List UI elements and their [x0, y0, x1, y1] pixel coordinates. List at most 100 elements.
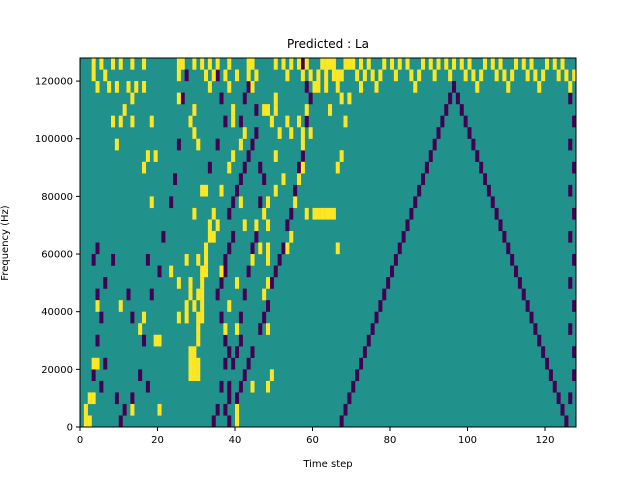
heatmap-cell-low: [169, 196, 174, 209]
heatmap-cell-high: [328, 104, 333, 116]
heatmap-cell-low: [417, 184, 422, 197]
heatmap-cell-high: [331, 58, 336, 70]
heatmap-cell-high: [192, 357, 197, 370]
heatmap-cell-low: [227, 346, 232, 358]
heatmap-cell-high: [188, 277, 193, 289]
heatmap-cell-low: [533, 323, 538, 335]
heatmap-cell-high: [227, 161, 232, 174]
heatmap-cell-high: [169, 265, 174, 278]
heatmap-cell-high: [246, 58, 251, 70]
heatmap-cell-low: [215, 138, 220, 151]
heatmap-cell-low: [308, 92, 313, 105]
heatmap-cell-low: [432, 138, 437, 151]
heatmap-cell-low: [231, 196, 236, 209]
heatmap-cell-high: [130, 115, 135, 128]
y-tick-label: 120000: [35, 77, 73, 88]
heatmap-cell-high: [541, 69, 546, 82]
heatmap-cell-high: [452, 58, 457, 70]
heatmap-cell-high: [111, 58, 116, 70]
heatmap-cell-high: [219, 265, 224, 278]
heatmap-cell-high: [262, 207, 267, 220]
heatmap-cell-high: [328, 207, 333, 220]
heatmap-cell-high: [572, 69, 577, 82]
heatmap-cell-low: [227, 207, 232, 220]
heatmap-cell-high: [304, 207, 309, 220]
heatmap-cell-low: [572, 161, 577, 174]
heatmap-cell-high: [180, 58, 185, 70]
heatmap-cell-high: [238, 196, 243, 209]
heatmap-cell-low: [289, 207, 294, 220]
heatmap-cell-high: [122, 104, 127, 116]
heatmap-cell-low: [157, 265, 162, 278]
heatmap-cell-high: [293, 196, 298, 209]
heatmap-cell-high: [192, 300, 197, 312]
heatmap-cell-low: [424, 161, 429, 174]
heatmap-cell-high: [266, 104, 271, 116]
heatmap-cell-low: [126, 288, 131, 301]
heatmap-cell-high: [351, 58, 356, 70]
heatmap-cell-low: [452, 81, 457, 93]
heatmap-cell-low: [219, 92, 224, 105]
heatmap-cell-low: [378, 300, 383, 312]
heatmap-cell-high: [192, 127, 197, 139]
heatmap-cell-low: [436, 127, 441, 139]
heatmap-cell-low: [545, 357, 550, 370]
heatmap-cell-high: [335, 81, 340, 93]
heatmap-cell-high: [246, 69, 251, 82]
heatmap-cell-high: [339, 150, 344, 162]
heatmap-cell-low: [444, 104, 449, 116]
heatmap-cell-high: [262, 288, 267, 301]
heatmap-cell-high: [378, 69, 383, 82]
heatmap-cell-high: [343, 115, 348, 128]
heatmap-cell-low: [552, 380, 557, 393]
heatmap-cell-high: [463, 69, 468, 82]
heatmap-cell-low: [568, 323, 573, 335]
heatmap-cell-high: [227, 58, 232, 70]
heatmap-cell-low: [362, 346, 367, 358]
heatmap-cell-low: [235, 346, 240, 358]
heatmap-cell-high: [91, 58, 96, 70]
heatmap-cell-low: [231, 230, 236, 243]
heatmap-cell-high: [196, 311, 201, 324]
heatmap-cell-low: [227, 415, 232, 428]
heatmap-cell-low: [374, 311, 379, 324]
x-tick-label: 0: [77, 435, 83, 446]
heatmap-cell-low: [215, 403, 220, 416]
heatmap-cell-high: [494, 69, 499, 82]
heatmap-cell-high: [289, 127, 294, 139]
heatmap-cell-high: [320, 207, 325, 220]
heatmap-cell-low: [269, 277, 274, 289]
heatmap-cell-low: [409, 207, 414, 220]
heatmap-cell-high: [421, 58, 426, 70]
heatmap-cell-high: [258, 242, 263, 255]
heatmap-cell-low: [281, 242, 286, 255]
heatmap-cell-low: [525, 300, 530, 312]
heatmap-cell-high: [339, 69, 344, 82]
heatmap-cell-high: [444, 58, 449, 70]
heatmap-cell-high: [142, 311, 147, 324]
heatmap-cell-high: [432, 69, 437, 82]
heatmap-cell-low: [471, 138, 476, 151]
heatmap-cell-high: [83, 403, 88, 416]
heatmap-cell-high: [142, 161, 147, 174]
heatmap-cell-high: [266, 219, 271, 232]
heatmap-cell-low: [413, 196, 418, 209]
heatmap-cell-high: [529, 58, 534, 70]
heatmap-cell-low: [498, 219, 503, 232]
heatmap-cell-low: [285, 219, 290, 232]
heatmap-cell-high: [300, 69, 305, 82]
heatmap-cell-low: [254, 230, 259, 243]
heatmap-cell-low: [111, 254, 116, 266]
heatmap-cell-high: [176, 69, 181, 82]
heatmap-cell-high: [235, 403, 240, 416]
heatmap-cell-high: [467, 58, 472, 70]
heatmap-cell-low: [176, 138, 181, 151]
heatmap-cell-high: [114, 81, 119, 93]
heatmap-cell-high: [417, 69, 422, 82]
heatmap-cell-high: [176, 277, 181, 289]
heatmap-cell-low: [258, 196, 263, 209]
heatmap-cell-low: [95, 334, 100, 347]
heatmap-cell-low: [479, 161, 484, 174]
heatmap-cell-low: [145, 254, 150, 266]
x-tick-label: 100: [458, 435, 477, 446]
